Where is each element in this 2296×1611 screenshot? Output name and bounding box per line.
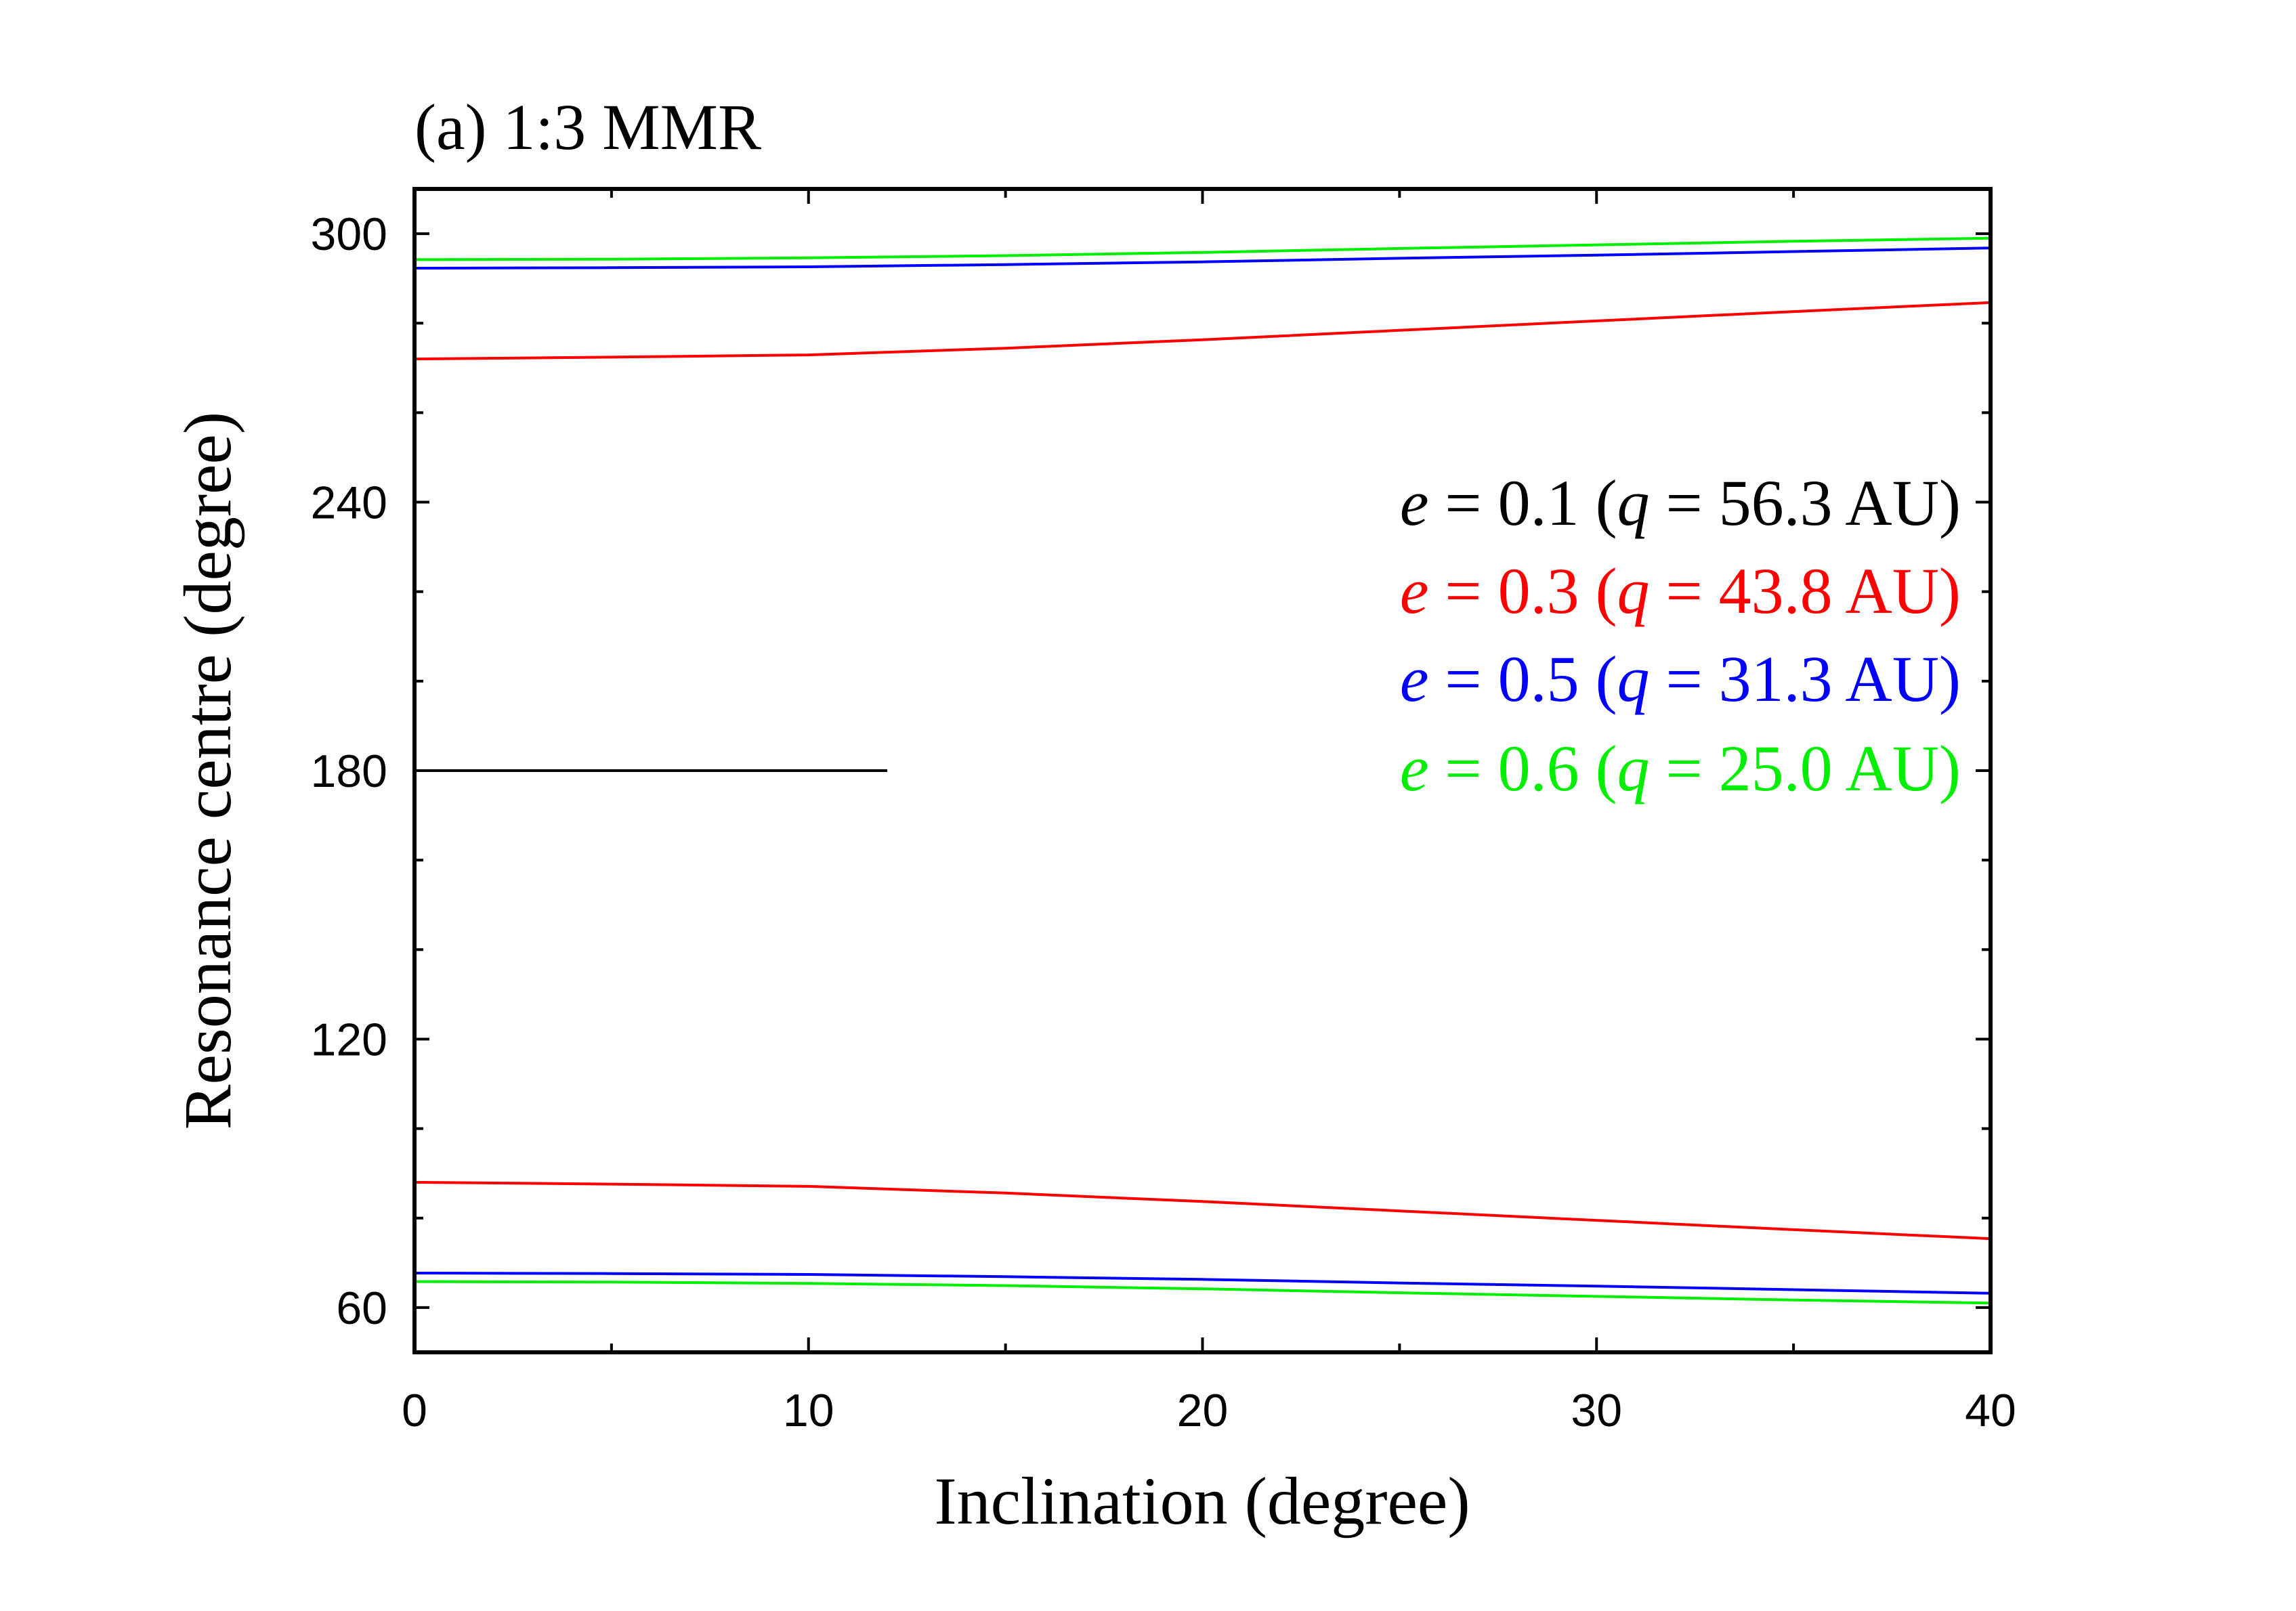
y-tick-label: 60 bbox=[336, 1283, 387, 1334]
y-axis: 60 120 180 240 300 bbox=[311, 209, 1991, 1334]
legend-entry-2: e = 0.3 (q = 43.8 AU) bbox=[1400, 555, 1961, 627]
y-tick-label: 300 bbox=[311, 209, 387, 260]
y-tick-label: 120 bbox=[311, 1014, 387, 1065]
x-axis: 0 10 20 30 40 bbox=[402, 189, 2016, 1436]
x-tick-label: 10 bbox=[783, 1385, 834, 1436]
legend-entry-3: e = 0.5 (q = 31.3 AU) bbox=[1400, 643, 1961, 715]
y-tick-label: 180 bbox=[311, 746, 387, 797]
series-layer bbox=[414, 236, 1991, 1305]
x-tick-label: 40 bbox=[1965, 1385, 2016, 1436]
series-line-2-branch-2 bbox=[414, 1180, 1991, 1241]
series-line-3-branch-1 bbox=[414, 246, 1991, 270]
chart-title: (a) 1:3 MMR bbox=[414, 91, 761, 163]
series-line-3-branch-2 bbox=[414, 1272, 1991, 1295]
x-tick-label: 0 bbox=[402, 1385, 427, 1436]
x-tick-label: 30 bbox=[1571, 1385, 1622, 1436]
x-axis-label: Inclination (degree) bbox=[934, 1463, 1470, 1539]
legend: e = 0.1 (q = 56.3 AU) e = 0.3 (q = 43.8 A… bbox=[1400, 467, 1961, 804]
series-line-2-branch-1 bbox=[414, 301, 1991, 361]
series-line-4-branch-2 bbox=[414, 1280, 1991, 1305]
x-tick-label: 20 bbox=[1177, 1385, 1229, 1436]
legend-entry-4: e = 0.6 (q = 25.0 AU) bbox=[1400, 732, 1961, 804]
series-line-4-branch-1 bbox=[414, 236, 1991, 261]
y-tick-label: 240 bbox=[311, 477, 387, 529]
y-axis-label: Resonance centre (degree) bbox=[170, 412, 245, 1130]
legend-entry-1: e = 0.1 (q = 56.3 AU) bbox=[1400, 467, 1961, 539]
